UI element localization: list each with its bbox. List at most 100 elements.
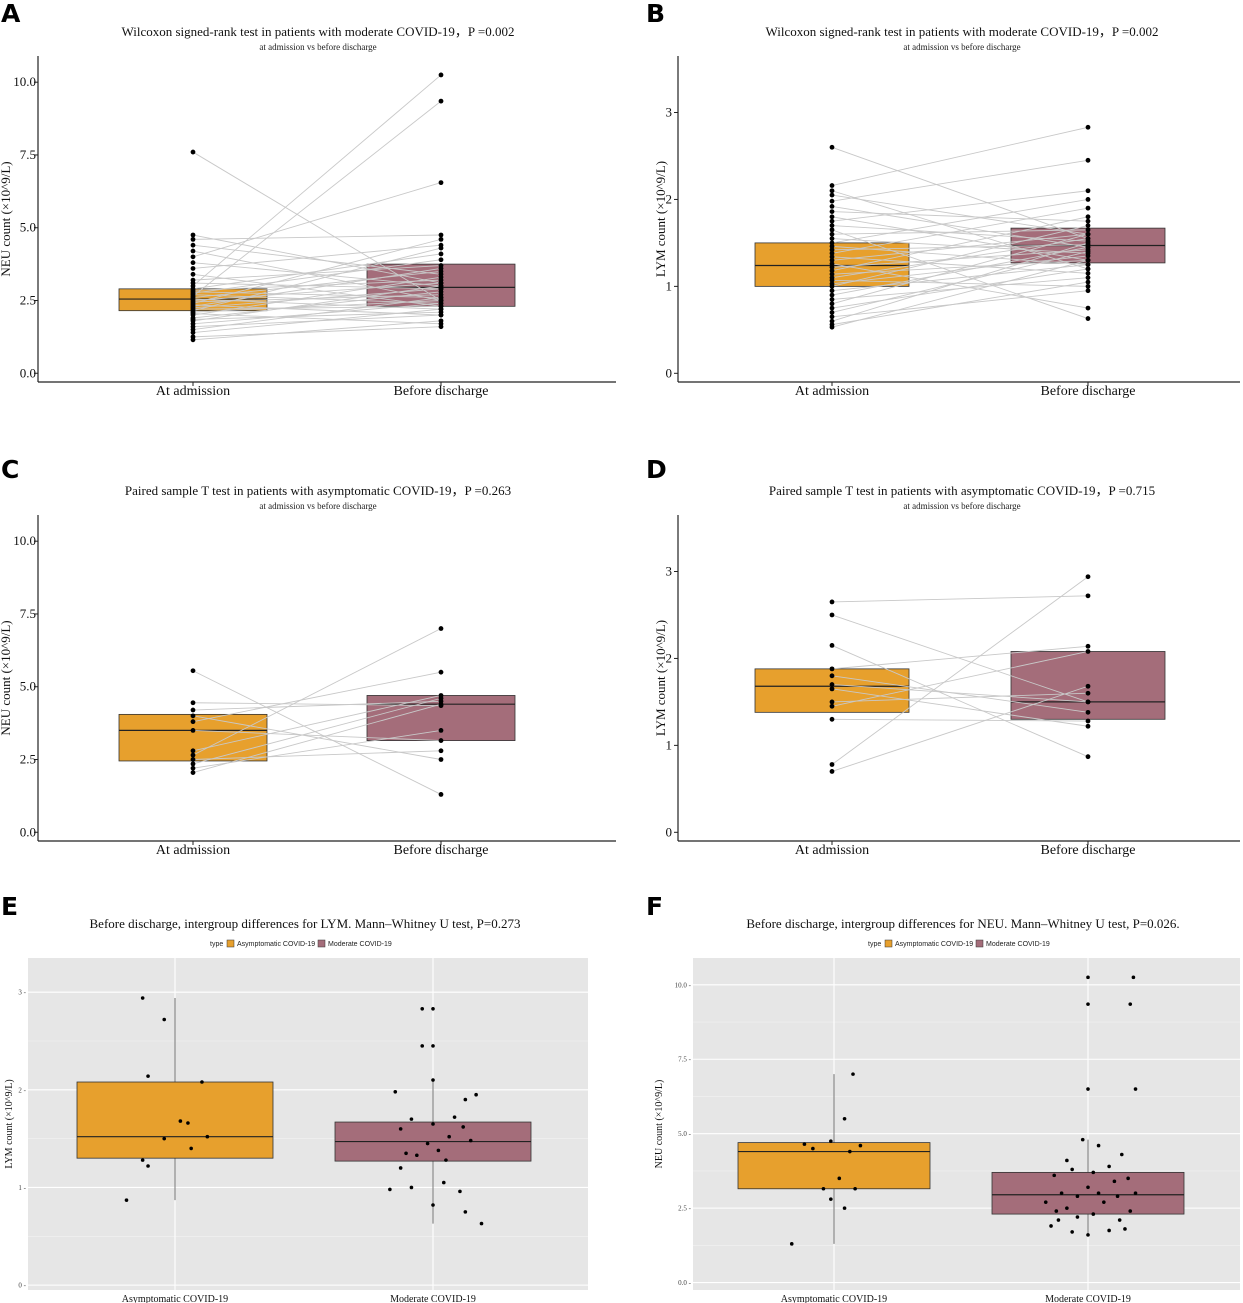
data-point [388,1187,392,1192]
point-discharge [438,236,444,242]
y-tick-label: 7.5 [20,147,36,162]
data-point [1115,1194,1120,1199]
panel-letter: C [1,455,19,484]
paired-line [192,715,442,760]
paired-line [192,259,442,294]
paired-line [192,244,442,275]
x-category-label: Before discharge [1041,843,1136,858]
panel-b: B Wilcoxon signed-rank test in patients w… [646,0,1240,399]
data-point [1091,1170,1096,1175]
point-admission [829,682,835,687]
paired-line [192,697,442,765]
y-axis-label: LYM count (×10^9/L) [653,620,668,736]
point-discharge [1085,683,1091,689]
data-point [186,1121,190,1125]
data-point [829,1197,833,1201]
paired-line [831,651,1089,707]
point-admission [829,301,835,307]
data-point [393,1089,398,1094]
legend-label-moderate: Moderate COVID-19 [986,941,1050,948]
legend-swatch-moderate [317,939,326,948]
y-tick-label: 0 [666,365,673,380]
data-point [398,1127,403,1131]
paired-line [831,684,1089,703]
point-discharge [438,757,444,762]
point-admission [829,247,835,253]
data-point [1054,1209,1059,1213]
y-axis-label: NEU count (×10^9/L) [0,620,13,735]
y-tick-label: 5.0 - [678,1130,692,1138]
legend-label-asymptomatic: Asymptomatic COVID-19 [895,941,973,948]
data-point [848,1149,852,1154]
paired-line [192,314,442,328]
panel-letter: A [1,0,21,28]
point-discharge [1085,257,1091,263]
data-point [1128,1209,1133,1213]
panel-a: A Wilcoxon signed-rank test in patients w… [0,0,616,399]
legend-swatch-asymptomatic [226,939,235,948]
data-point [1119,1152,1124,1157]
point-discharge [1085,709,1091,715]
paired-line [831,190,1089,270]
paired-line [831,264,1089,292]
y-tick-label: 1 [666,737,673,752]
paired-line [831,692,1089,703]
paired-line [831,644,1089,758]
point-discharge [1085,283,1091,289]
data-point [205,1134,210,1139]
paired-line [831,263,1089,309]
paired-line [831,259,1089,275]
point-admission [829,599,835,605]
point-discharge [438,693,444,698]
point-discharge [1085,275,1091,281]
point-admission [829,240,835,246]
data-point [1091,1212,1096,1216]
paired-line [192,671,442,723]
paired-line [192,300,442,313]
point-admission [829,192,835,198]
data-point [452,1115,457,1119]
data-point [404,1151,408,1156]
chart-title: Before discharge, intergroup differences… [746,916,1179,931]
paired-line [192,700,442,711]
data-point [1070,1230,1074,1234]
x-category-label: Before discharge [394,843,489,858]
paired-line [192,273,442,307]
data-point [431,1078,435,1082]
point-discharge [1085,288,1091,294]
y-tick-label: 2.5 [20,752,36,767]
paired-line [831,159,1089,202]
point-admission [829,144,835,150]
point-admission [190,752,196,758]
y-tick-label: 7.5 [20,606,36,621]
point-admission [829,227,835,233]
data-point [461,1125,465,1129]
y-tick-label: 5.0 [20,220,36,235]
point-admission [829,275,835,281]
chart-title: Wilcoxon signed-rank test in patients wi… [121,24,514,39]
point-discharge [438,232,444,238]
point-admission [829,686,835,692]
data-point [1059,1191,1064,1196]
paired-line [831,146,1089,239]
point-discharge [1085,205,1091,211]
paired-line [831,256,1089,274]
data-point [178,1119,183,1123]
data-point [1096,1191,1101,1196]
point-admission [190,248,196,254]
data-point [1102,1200,1106,1204]
data-point [425,1141,430,1146]
point-admission [829,643,835,648]
paired-line [831,207,1089,254]
paired-line [831,614,1089,703]
data-point [811,1146,815,1151]
paired-line [192,729,442,742]
paired-line [831,279,1089,287]
point-discharge [1085,316,1091,321]
y-axis-label: LYM count (×10^9/L) [4,1079,15,1168]
point-admission [829,716,835,722]
data-point [1133,1087,1138,1091]
point-admission [190,757,196,762]
paired-line [192,695,442,752]
y-axis-label: NEU count (×10^9/L) [0,161,13,276]
